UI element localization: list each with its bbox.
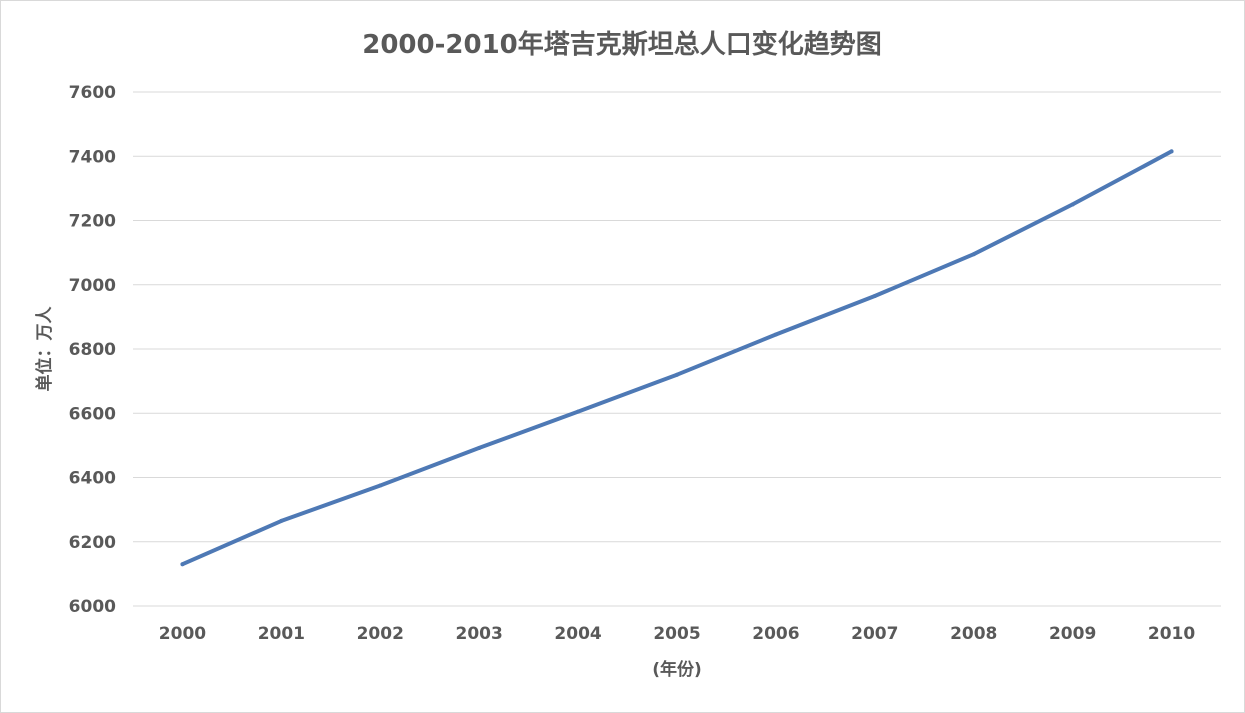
x-tick-label: 2001 [258,624,305,644]
chart-title: 2000-2010年塔吉克斯坦总人口变化趋势图 [362,29,882,60]
x-axis-label: (年份) [652,659,702,680]
gridlines [133,91,1221,607]
x-tick-label: 2004 [554,624,601,644]
data-point-2005 [675,372,679,377]
data-point-2003 [477,445,482,450]
y-tick-label: 6000 [69,597,116,617]
y-tick-label: 7600 [69,83,116,103]
x-tick-label: 2008 [950,624,997,644]
data-point-2004 [576,409,581,414]
data-point-2006 [773,332,778,337]
x-tick-label: 2006 [752,624,799,644]
x-axis-ticks: 2000 2001 2002 2003 2004 2005 2006 2007 2008 2009… [159,624,1196,644]
x-tick-label: 2005 [653,624,700,644]
y-tick-label: 6800 [69,340,116,360]
data-point-2002 [378,483,383,488]
x-tick-label: 2003 [456,624,503,644]
y-tick-label: 6400 [69,469,116,489]
x-tick-label: 2010 [1148,624,1195,644]
data-point-2000 [180,562,185,567]
y-tick-label: 7400 [69,147,116,167]
data-point-2001 [279,518,284,523]
data-point-2010 [1169,149,1174,154]
series-layer [180,149,1174,567]
data-point-2008 [971,252,976,257]
y-axis-ticks: 6000 6200 6400 6600 6800 7000 7200 7400 7600 [69,83,116,617]
x-tick-label: 2007 [851,624,898,644]
x-tick-label: 2002 [357,624,404,644]
y-tick-label: 6600 [69,404,116,424]
data-point-2009 [1070,202,1075,207]
data-point-2007 [872,293,877,298]
y-tick-label: 7200 [69,212,116,232]
x-tick-label: 2000 [159,624,206,644]
x-tick-label: 2009 [1049,624,1096,644]
y-tick-label: 7000 [69,276,116,296]
y-axis-label: 单位：万人 [34,306,55,392]
series-line-0 [180,149,1174,567]
y-tick-label: 6200 [69,533,116,553]
